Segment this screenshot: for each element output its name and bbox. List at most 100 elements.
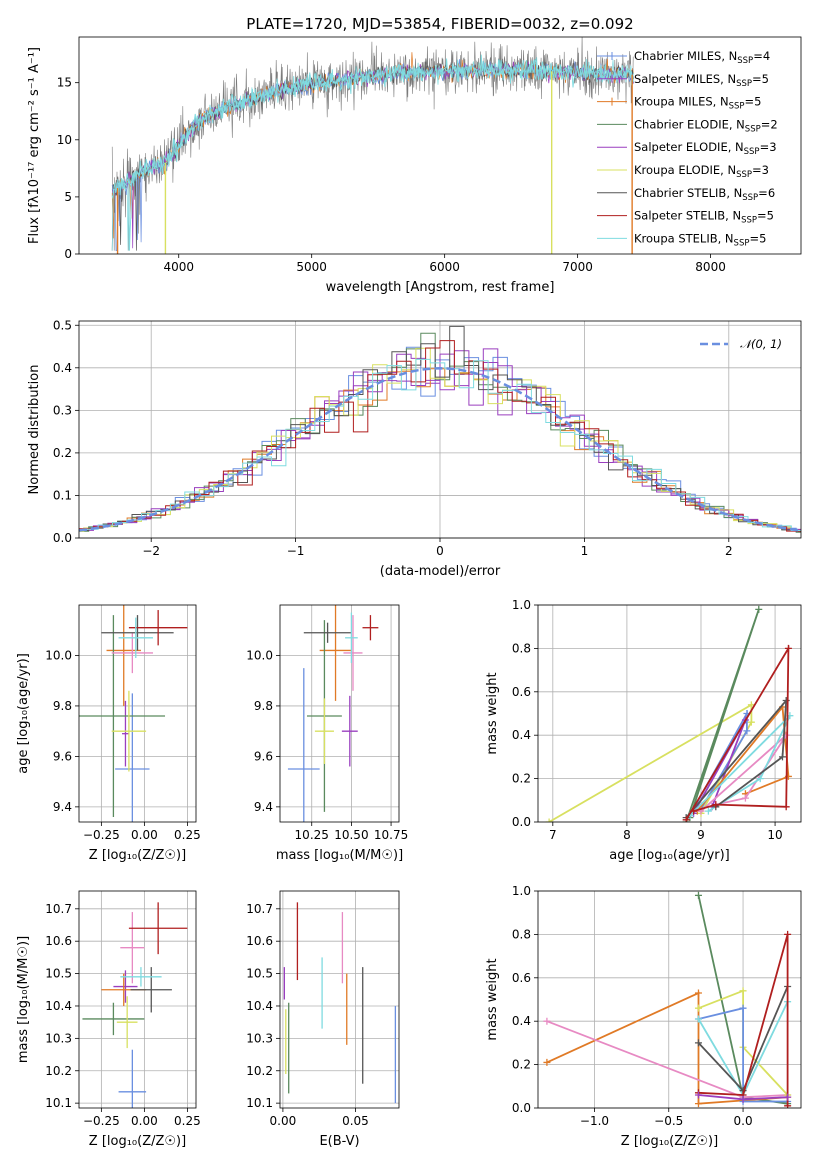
mass-weight-marker [694,1004,702,1012]
legend-nssp-eq: = [752,163,762,177]
figure-title: PLATE=1720, MJD=53854, FIBERID=0032, z=0… [246,15,633,33]
legend-nssp-subscript: SSP [734,238,750,248]
legend-nssp-subscript: SSP [744,147,760,157]
mass-weight-marker [741,794,749,802]
y-tick-label: 10.5 [45,967,72,981]
x-tick-label: 6000 [429,260,460,274]
plot-area [79,325,801,533]
y-axis-label: Normed distribution [27,365,42,495]
y-tick-label: 15 [57,76,72,90]
x-tick-label: 8000 [695,260,726,274]
x-tick-label: 10.50 [334,828,368,842]
legend-nssp-prefix: , N [725,209,741,223]
x-tick-label: 7 [549,828,557,842]
x-tick-label: −0.5 [654,1114,683,1128]
legend-nssp-value: 5 [767,209,774,223]
y-tick-label: 10.5 [246,967,273,981]
legend-nssp-prefix: , N [720,72,736,86]
y-axis-label: Flux [fλ10⁻¹⁷ erg cm⁻² s⁻¹ A⁻¹] [27,47,42,244]
spectrum-model-line [111,54,634,251]
mass-weight-line [685,697,788,819]
mass-weight-marker [747,718,755,726]
plot-area [287,605,379,822]
mass-weight-line [698,1007,788,1103]
plot-area [79,605,188,822]
x-tick-label: 10.75 [374,828,408,842]
mass-weight-marker [743,727,751,735]
y-tick-label: 0.1 [53,488,72,502]
y-tick-label: 0.8 [512,927,531,941]
y-tick-label: 0.6 [512,685,531,699]
plot-area [545,605,794,822]
legend-entry: Salpeter STELIB, NSSP=5 [634,209,774,226]
legend-nssp-subscript: SSP [736,170,752,180]
y-tick-label: 9.8 [254,699,273,713]
x-tick-label: 0.25 [174,1114,201,1128]
mass-weight-marker [784,930,792,938]
legend-model-name: Salpeter STELIB [634,209,725,223]
y-tick-label: 9.8 [53,699,72,713]
y-tick-label: 0.3 [53,403,72,417]
residuals-panel: −2 −1 0 1 2 0.0 0.1 0.2 0.3 0.4 0.5 (data-model)/er… [27,318,802,579]
x-tick-label: 5000 [296,260,327,274]
mass-weight-marker [543,1058,551,1066]
legend-nssp-eq: = [752,72,762,86]
legend-nssp-value: 3 [762,163,769,177]
axes-frame [537,604,802,823]
y-tick-label: 10.7 [246,902,273,916]
x-axis-label: (data-model)/error [380,564,501,579]
mass-weight-marker [704,807,712,815]
legend-model-name: Kroupa STELIB [634,231,718,245]
y-tick-label: 0.5 [53,318,72,332]
y-tick-label: 0.4 [512,728,531,742]
mass-weight-marker [755,605,763,613]
y-tick-label: 10.3 [45,1031,72,1045]
weight-vs-z-panel: −1.0 −0.5 0.0 0.0 0.2 0.4 0.6 0.8 1.0 Z [log₁₀(Z/… [485,884,802,1149]
legend-model-name: Chabrier STELIB [634,186,726,200]
mass-vs-ebv-panel: 0.00 0.05 10.1 10.2 10.3 10.4 10.5 10.6 10.7 E(B-… [246,890,400,1149]
gaussian-curve [79,367,801,532]
mass-weight-line [696,704,790,812]
mass-weight-marker [739,1095,747,1103]
y-tick-label: 0.0 [53,531,72,545]
y-tick-label: 0.0 [512,1101,531,1115]
x-tick-label: 8 [623,828,631,842]
axes-frame [279,604,400,823]
mass-vs-z-panel: −0.25 0.00 0.25 10.1 10.2 10.3 10.4 10.5 10.6 10.… [16,890,201,1149]
histogram-step-line [79,340,801,533]
axes-frame [78,604,197,823]
mass-weight-marker [782,803,790,811]
spectrum-model-line [111,61,634,249]
legend-nssp-value: 5 [762,72,769,86]
legend-nssp-prefix: , N [718,231,734,245]
mass-weight-marker [694,1100,702,1108]
y-tick-label: 0.0 [512,815,531,829]
age-vs-mass-panel: 10.25 10.50 10.75 9.4 9.6 9.8 10.0 mass [log₁₀(… [246,604,408,863]
y-tick-label: 0.8 [512,641,531,655]
y-tick-label: 5 [64,190,72,204]
legend-model-name: Chabrier MILES [634,49,721,63]
x-tick-label: 0.25 [174,828,201,842]
x-tick-label: −2 [142,544,160,558]
x-tick-label: −1.0 [580,1114,609,1128]
axes-frame [279,890,400,1109]
plot-area [111,37,634,254]
legend-nssp-value: 3 [769,140,776,154]
y-tick-label: 0.4 [512,1014,531,1028]
mass-weight-marker [739,1004,747,1012]
spectrum-panel: 4000 5000 6000 7000 8000 0 5 10 15 wavelength [An… [27,36,802,295]
x-tick-label: 9 [697,828,705,842]
x-tick-label: −0.25 [83,828,120,842]
y-tick-label: 1.0 [512,884,531,898]
mass-weight-marker [545,818,553,822]
legend-nssp-subscript: SSP [729,102,745,112]
y-tick-label: 10.4 [45,999,72,1013]
x-axis-label: Z [log₁₀(Z/Z☉)] [621,1134,718,1149]
mass-weight-marker [694,989,702,997]
x-tick-label: 2 [725,544,733,558]
y-tick-label: 10.3 [246,1031,273,1045]
mass-weight-marker [690,807,698,815]
x-axis-label: wavelength [Angstrom, rest frame] [326,280,555,295]
mass-weight-marker [756,775,764,783]
